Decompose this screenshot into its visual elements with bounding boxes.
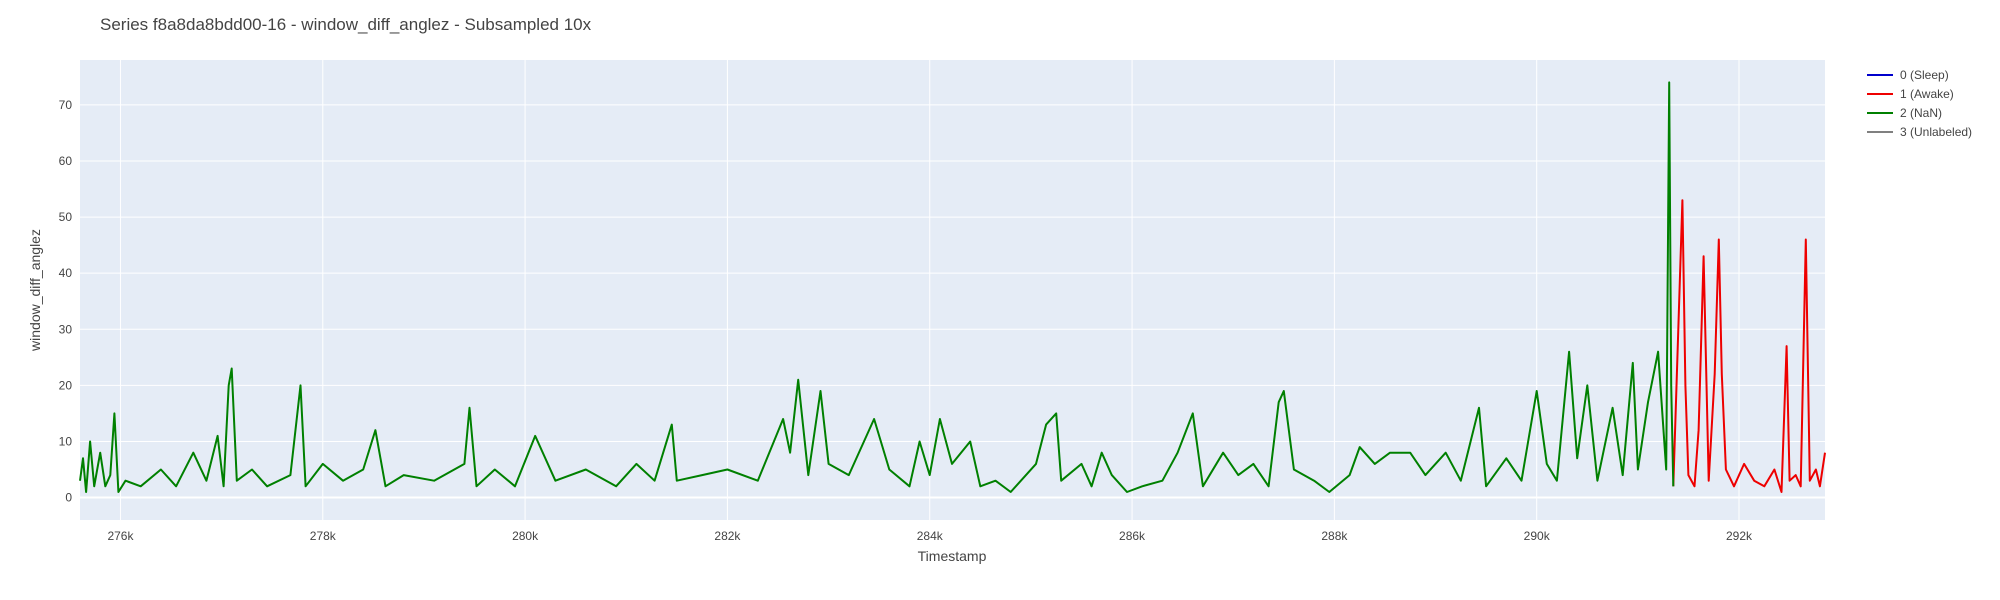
x-tick-label: 282k <box>714 529 741 543</box>
plot-area <box>80 60 1825 520</box>
tick-labels: 276k 278k 280k 282k 284k 286k 288k 290k 292k 0 10 2… <box>59 98 1753 543</box>
y-tick-label: 70 <box>59 98 73 112</box>
y-axis-title: window_diff_anglez <box>27 229 43 352</box>
y-tick-label: 30 <box>59 322 73 336</box>
series-line-2 <box>79 81 1675 493</box>
legend: 0 (Sleep) 1 (Awake) 2 (NaN) 3 (Unlabeled) <box>1867 68 1972 139</box>
y-tick-label: 50 <box>59 210 73 224</box>
x-tick-label: 278k <box>310 529 337 543</box>
y-tick-label: 10 <box>59 434 73 448</box>
legend-item: 3 (Unlabeled) <box>1900 125 1972 139</box>
legend-item: 2 (NaN) <box>1900 106 1942 120</box>
x-tick-label: 284k <box>917 529 944 543</box>
y-tick-label: 40 <box>59 266 73 280</box>
legend-item: 0 (Sleep) <box>1900 68 1949 82</box>
legend-item: 1 (Awake) <box>1900 87 1954 101</box>
series-line-1 <box>1672 199 1826 493</box>
x-tick-label: 288k <box>1321 529 1348 543</box>
series-lines <box>79 81 1826 493</box>
x-tick-label: 286k <box>1119 529 1146 543</box>
grid-lines <box>80 60 1825 520</box>
y-tick-label: 60 <box>59 154 73 168</box>
chart-title: Series f8a8da8bdd00-16 - window_diff_ang… <box>100 15 592 34</box>
x-tick-label: 290k <box>1524 529 1551 543</box>
y-tick-label: 0 <box>65 491 72 505</box>
x-tick-label: 276k <box>107 529 134 543</box>
x-axis-title: Timestamp <box>918 548 987 564</box>
y-tick-label: 20 <box>59 378 73 392</box>
x-tick-label: 292k <box>1726 529 1753 543</box>
x-tick-label: 280k <box>512 529 539 543</box>
